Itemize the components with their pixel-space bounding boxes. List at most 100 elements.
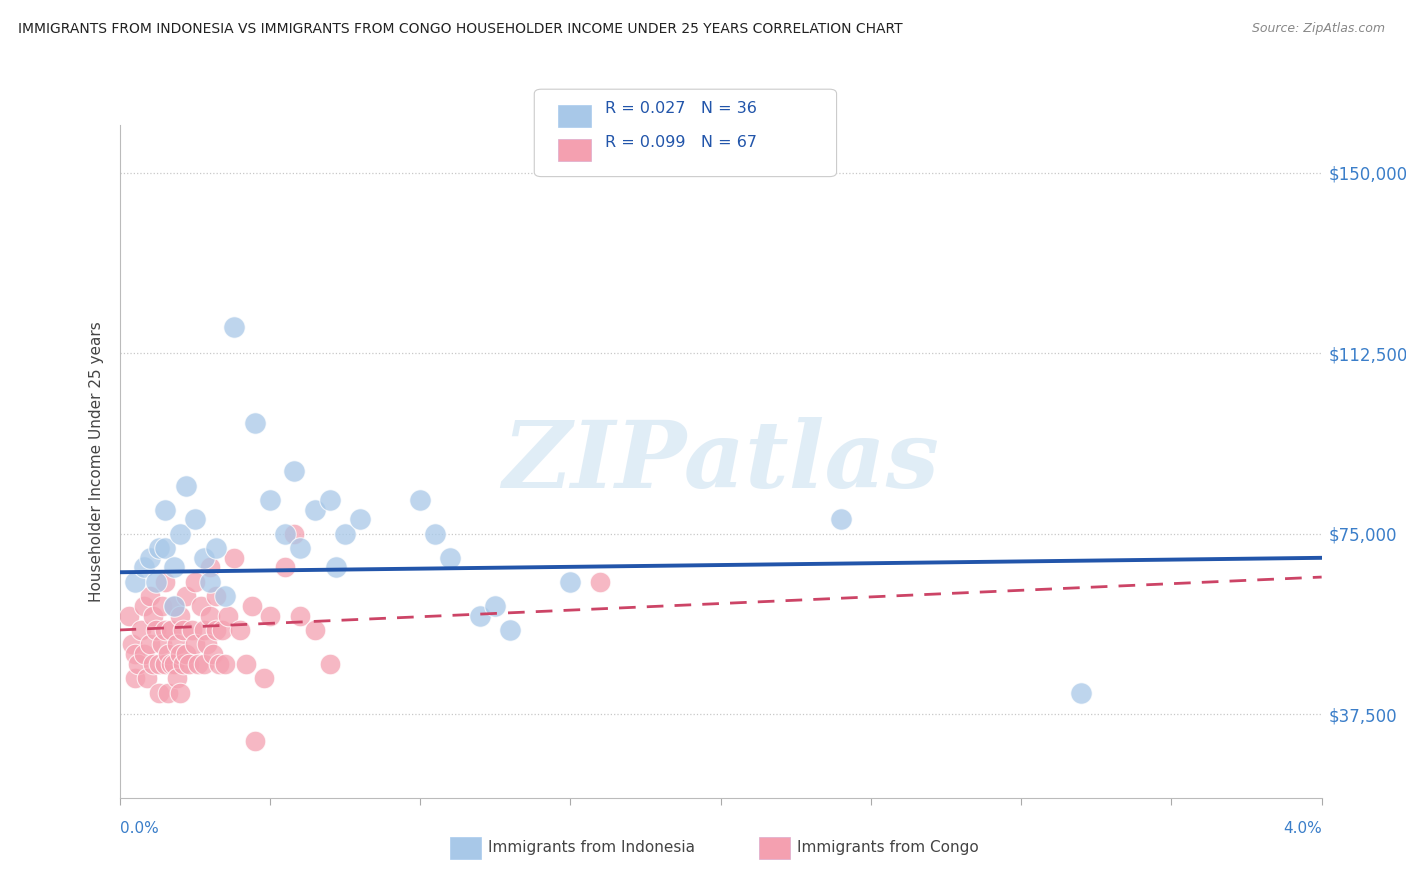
Point: [162, 599, 184, 613]
Point: [174, 478, 197, 492]
Y-axis label: Householder Income Under 25 years: Householder Income Under 25 years: [89, 321, 104, 602]
Point: [156, 685, 179, 699]
Point: [214, 590, 236, 604]
Point: [499, 623, 522, 637]
Point: [253, 671, 276, 685]
Point: [172, 657, 194, 671]
Point: [208, 657, 231, 671]
Point: [259, 493, 281, 508]
Point: [169, 608, 191, 623]
Point: [169, 685, 191, 699]
Point: [174, 590, 197, 604]
Point: [117, 608, 139, 623]
Point: [148, 657, 170, 671]
Point: [129, 623, 152, 637]
Point: [150, 599, 173, 613]
Point: [162, 657, 184, 671]
Point: [198, 574, 221, 589]
Point: [183, 637, 205, 651]
Point: [423, 526, 446, 541]
Point: [409, 493, 432, 508]
Text: IMMIGRANTS FROM INDONESIA VS IMMIGRANTS FROM CONGO HOUSEHOLDER INCOME UNDER 25 Y: IMMIGRANTS FROM INDONESIA VS IMMIGRANTS …: [18, 22, 903, 37]
Point: [127, 657, 149, 671]
Point: [214, 657, 236, 671]
Point: [274, 560, 297, 574]
Point: [148, 685, 170, 699]
Point: [283, 464, 305, 478]
Point: [240, 599, 263, 613]
Point: [159, 623, 181, 637]
Text: R = 0.027   N = 36: R = 0.027 N = 36: [605, 102, 756, 116]
Point: [484, 599, 506, 613]
Point: [169, 647, 191, 661]
Point: [195, 637, 218, 651]
Point: [162, 599, 184, 613]
Point: [145, 574, 167, 589]
Point: [162, 560, 184, 574]
Point: [319, 657, 342, 671]
Point: [153, 657, 176, 671]
Point: [124, 647, 146, 661]
Point: [1070, 685, 1092, 699]
Point: [177, 657, 200, 671]
Point: [235, 657, 257, 671]
Point: [150, 637, 173, 651]
Point: [304, 623, 326, 637]
Point: [153, 502, 176, 516]
Point: [138, 590, 160, 604]
Point: [153, 574, 176, 589]
Text: Immigrants from Congo: Immigrants from Congo: [797, 840, 979, 855]
Point: [159, 657, 181, 671]
Point: [283, 526, 305, 541]
Point: [121, 637, 143, 651]
Point: [204, 590, 226, 604]
Point: [172, 623, 194, 637]
Point: [222, 550, 245, 565]
Point: [148, 541, 170, 556]
Point: [169, 526, 191, 541]
Point: [124, 574, 146, 589]
Point: [274, 526, 297, 541]
Point: [142, 608, 165, 623]
Point: [166, 637, 188, 651]
Point: [193, 550, 215, 565]
Point: [198, 560, 221, 574]
Point: [183, 574, 205, 589]
Point: [180, 623, 202, 637]
Point: [190, 599, 212, 613]
Point: [468, 608, 492, 623]
Point: [166, 671, 188, 685]
Point: [193, 657, 215, 671]
Point: [211, 623, 233, 637]
Point: [830, 512, 852, 526]
Point: [153, 623, 176, 637]
Point: [153, 541, 176, 556]
Point: [204, 541, 226, 556]
Point: [319, 493, 342, 508]
Point: [124, 671, 146, 685]
Point: [204, 623, 226, 637]
Point: [183, 512, 205, 526]
Point: [174, 647, 197, 661]
Point: [217, 608, 239, 623]
Point: [142, 657, 165, 671]
Point: [145, 623, 167, 637]
Text: R = 0.099   N = 67: R = 0.099 N = 67: [605, 136, 756, 150]
Point: [132, 599, 155, 613]
Point: [138, 637, 160, 651]
Point: [349, 512, 371, 526]
Text: Source: ZipAtlas.com: Source: ZipAtlas.com: [1251, 22, 1385, 36]
Text: ZIPatlas: ZIPatlas: [502, 417, 939, 507]
Point: [156, 647, 179, 661]
Point: [333, 526, 356, 541]
Point: [135, 671, 157, 685]
Point: [560, 574, 582, 589]
Point: [304, 502, 326, 516]
Point: [198, 608, 221, 623]
Point: [193, 623, 215, 637]
Point: [288, 541, 311, 556]
Point: [288, 608, 311, 623]
Point: [187, 657, 209, 671]
Point: [259, 608, 281, 623]
Point: [228, 623, 252, 637]
